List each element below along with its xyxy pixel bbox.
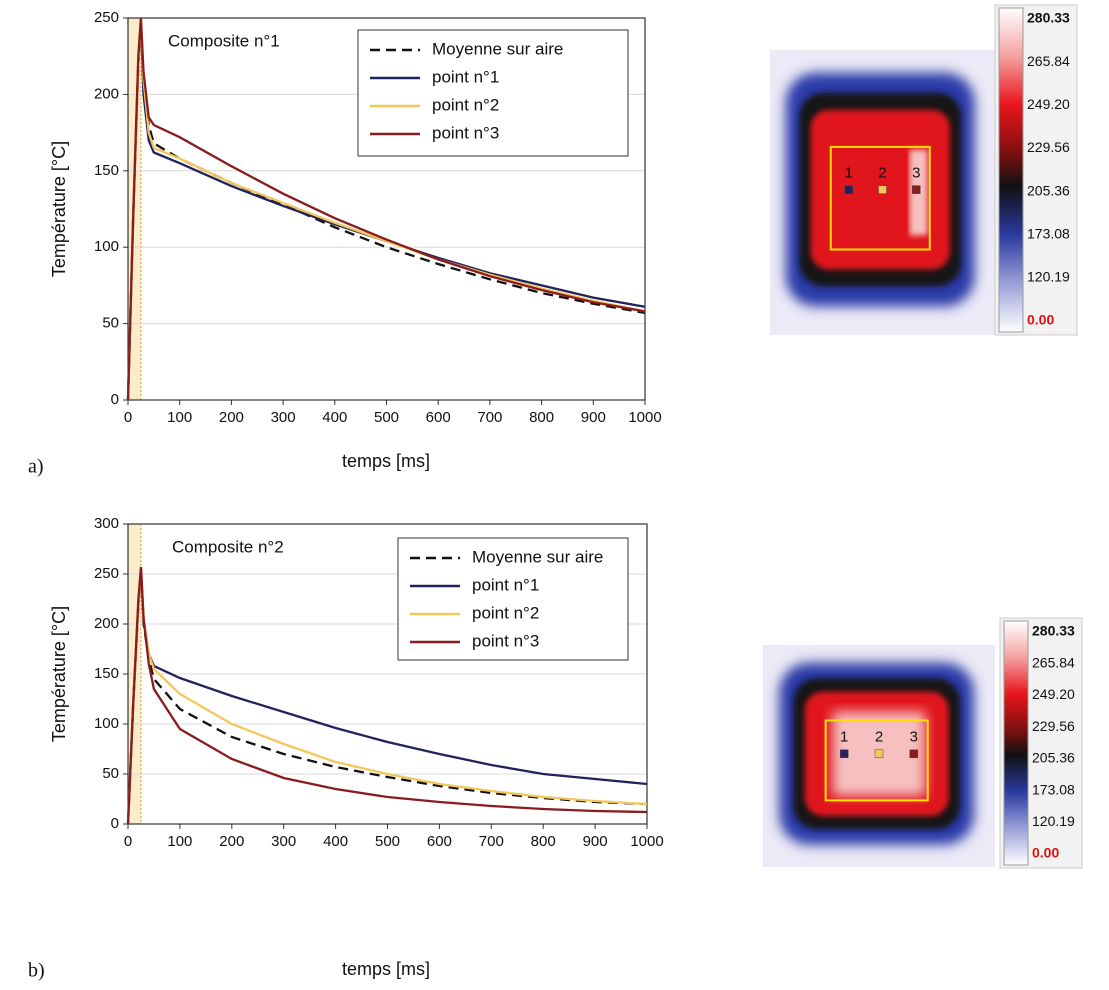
legend-label: point n°3 [472, 631, 539, 650]
legend-label: point n°2 [432, 95, 499, 114]
point-marker [912, 185, 921, 194]
roi-box [824, 719, 929, 802]
legend-box [397, 537, 629, 661]
legend-label: point n°2 [472, 603, 539, 622]
colorbar-label: 249.20 [1032, 686, 1075, 702]
x-tick-label: 400 [322, 409, 347, 426]
colorbar-label: 280.33 [1032, 623, 1075, 639]
x-tick-label: 400 [323, 833, 348, 850]
thermal-image: 1 2 3 [770, 50, 995, 335]
point-label: 1 [840, 729, 848, 746]
y-tick-label: 200 [94, 85, 119, 102]
y-tick-label: 150 [94, 162, 119, 179]
colorbar-label: 280.33 [1027, 10, 1070, 26]
colorbar-label: 229.56 [1027, 139, 1070, 155]
plot-frame [127, 523, 648, 825]
y-tick-label: 250 [94, 565, 119, 582]
panel-label: a) [28, 456, 44, 478]
point-marker [909, 749, 919, 759]
x-tick-label: 600 [426, 409, 451, 426]
x-tick-label: 0 [124, 833, 132, 850]
y-axis-title: Température [°C] [49, 141, 69, 277]
legend-label: point n°3 [432, 123, 499, 142]
x-tick-label: 900 [583, 833, 608, 850]
x-tick-label: 700 [479, 833, 504, 850]
x-tick-label: 800 [529, 409, 554, 426]
y-tick-label: 100 [94, 238, 119, 255]
point-label: 1 [845, 165, 853, 182]
colorbar-label: 205.36 [1032, 750, 1075, 766]
legend-label: point n°1 [432, 67, 499, 86]
x-tick-label: 700 [477, 409, 502, 426]
chart-title: Composite n°1 [168, 31, 280, 50]
plot-frame [127, 17, 646, 401]
y-tick-label: 100 [94, 715, 119, 732]
panel-label: b) [28, 960, 45, 982]
x-tick-label: 200 [219, 409, 244, 426]
colorbar-label: 205.36 [1027, 182, 1070, 198]
y-tick-label: 250 [94, 9, 119, 26]
point-marker [878, 185, 887, 194]
y-axis-title: Température [°C] [49, 606, 69, 742]
colorbar [998, 7, 1024, 333]
legend-label: Moyenne sur aire [432, 39, 563, 58]
point-marker [874, 749, 884, 759]
y-tick-label: 50 [102, 765, 119, 782]
x-tick-label: 900 [581, 409, 606, 426]
point-marker [844, 185, 853, 194]
point-label: 2 [875, 729, 883, 746]
x-tick-label: 1000 [630, 833, 663, 850]
x-tick-label: 0 [124, 409, 132, 426]
x-tick-label: 500 [375, 833, 400, 850]
y-tick-label: 0 [111, 815, 119, 832]
x-axis-title: temps [ms] [342, 451, 430, 471]
colorbar [1003, 620, 1029, 866]
x-tick-label: 1000 [628, 409, 661, 426]
colorbar-label: 265.84 [1032, 654, 1075, 670]
colorbar-label: 229.56 [1032, 718, 1075, 734]
colorbar-label: 173.08 [1027, 225, 1070, 241]
chart-title: Composite n°2 [172, 537, 284, 556]
x-tick-label: 300 [271, 409, 296, 426]
y-tick-label: 50 [102, 315, 119, 332]
legend-label: Moyenne sur aire [472, 547, 603, 566]
point-marker [839, 749, 849, 759]
thermal-image: 1 2 3 [763, 645, 995, 867]
x-axis-title: temps [ms] [342, 959, 430, 979]
series-line [126, 566, 648, 825]
y-tick-label: 200 [94, 615, 119, 632]
point-label: 3 [912, 165, 920, 182]
x-tick-label: 800 [531, 833, 556, 850]
x-tick-label: 500 [374, 409, 399, 426]
colorbar-label: 249.20 [1027, 96, 1070, 112]
x-tick-label: 100 [167, 833, 192, 850]
x-tick-label: 600 [427, 833, 452, 850]
point-label: 2 [878, 165, 886, 182]
y-tick-label: 0 [111, 391, 119, 408]
colorbar-label: 173.08 [1032, 781, 1075, 797]
colorbar-label: 0.00 [1027, 312, 1054, 328]
colorbar-label: 120.19 [1032, 813, 1075, 829]
x-tick-label: 300 [271, 833, 296, 850]
roi-box [829, 145, 931, 251]
x-tick-label: 200 [219, 833, 244, 850]
point-label: 3 [910, 729, 918, 746]
y-tick-label: 300 [94, 515, 119, 532]
x-tick-label: 100 [167, 409, 192, 426]
legend-label: point n°1 [472, 575, 539, 594]
colorbar-label: 265.84 [1027, 53, 1070, 69]
y-tick-label: 150 [94, 665, 119, 682]
series-line [126, 17, 646, 401]
colorbar-label: 0.00 [1032, 845, 1059, 861]
colorbar-label: 120.19 [1027, 269, 1070, 285]
